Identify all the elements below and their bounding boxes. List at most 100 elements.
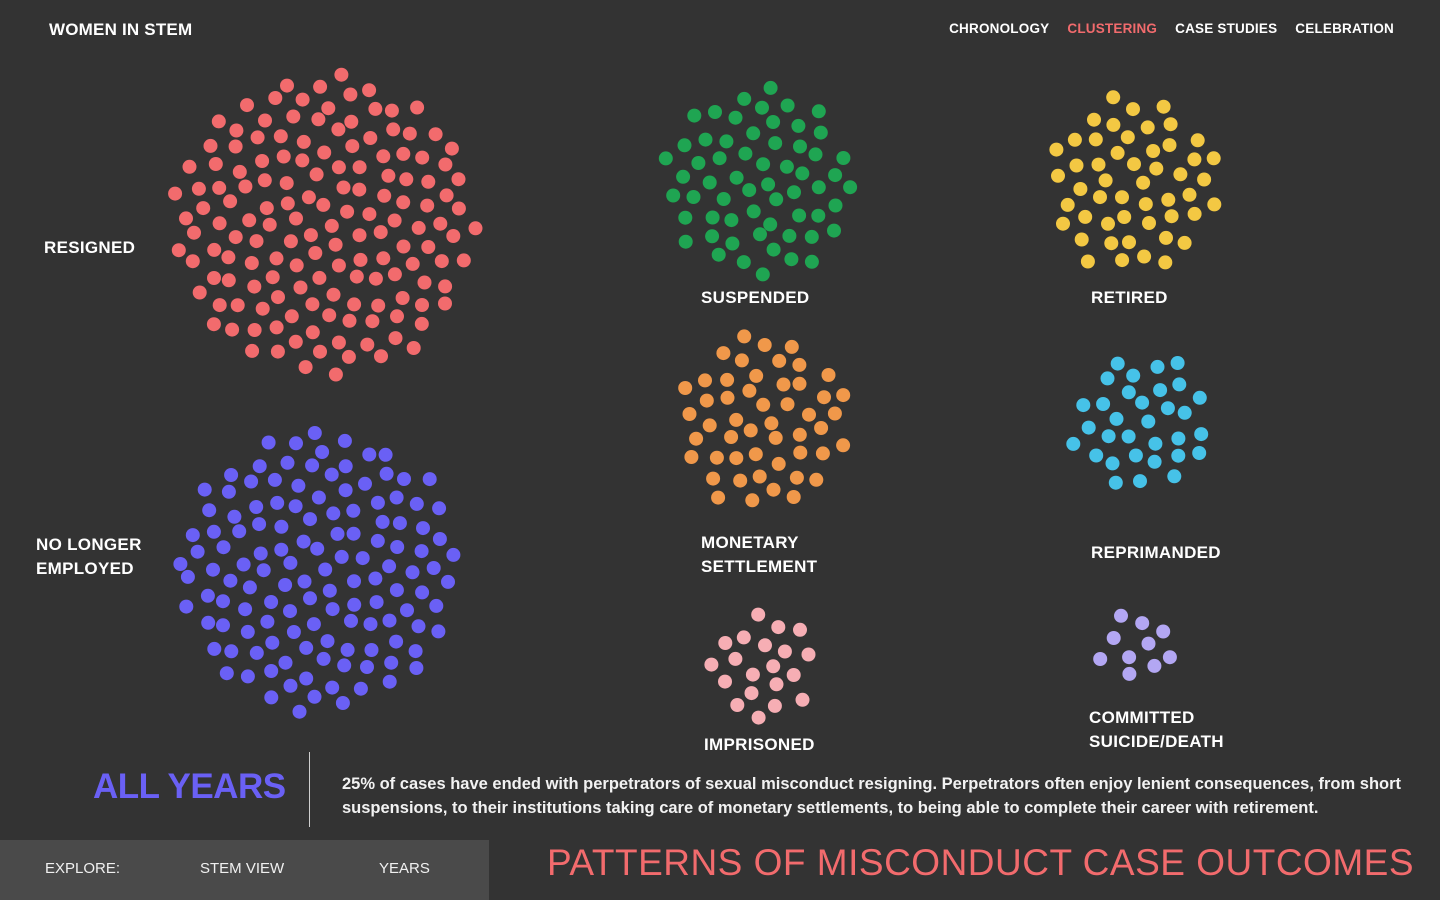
case-dot[interactable] (716, 192, 731, 206)
case-dot[interactable] (718, 636, 733, 650)
case-dot[interactable] (274, 542, 289, 557)
case-dot[interactable] (793, 139, 807, 154)
case-dot[interactable] (766, 242, 781, 257)
case-dot[interactable] (259, 201, 274, 216)
case-dot[interactable] (288, 334, 303, 349)
case-dot[interactable] (804, 229, 819, 244)
case-dot[interactable] (1197, 172, 1212, 187)
case-dot[interactable] (428, 127, 443, 142)
case-dot[interactable] (378, 447, 393, 462)
case-dot[interactable] (763, 217, 778, 232)
case-dot[interactable] (1160, 401, 1175, 416)
case-dot[interactable] (751, 607, 766, 622)
case-dot[interactable] (269, 320, 284, 335)
case-dot[interactable] (274, 519, 289, 534)
case-dot[interactable] (390, 309, 404, 324)
case-dot[interactable] (1101, 216, 1115, 231)
case-dot[interactable] (179, 211, 193, 226)
case-dot[interactable] (677, 138, 692, 153)
stem-view-link[interactable]: STEM VIEW (200, 860, 285, 877)
case-dot[interactable] (211, 114, 226, 129)
case-dot[interactable] (216, 618, 230, 633)
case-dot[interactable] (1115, 190, 1129, 205)
case-dot[interactable] (811, 180, 826, 195)
case-dot[interactable] (678, 381, 693, 395)
case-dot[interactable] (386, 122, 401, 137)
case-dot[interactable] (422, 472, 437, 487)
case-dot[interactable] (817, 390, 831, 405)
case-dot[interactable] (284, 309, 299, 324)
case-dot[interactable] (313, 344, 327, 359)
case-dot[interactable] (360, 660, 374, 674)
case-dot[interactable] (244, 256, 259, 270)
case-dot[interactable] (793, 445, 808, 460)
case-dot[interactable] (331, 258, 346, 273)
case-dot[interactable] (433, 216, 448, 231)
case-dot[interactable] (789, 470, 804, 485)
case-dot[interactable] (421, 240, 436, 254)
case-dot[interactable] (312, 270, 327, 285)
case-dot[interactable] (782, 228, 797, 243)
case-dot[interactable] (468, 221, 483, 236)
case-dot[interactable] (408, 644, 423, 659)
case-dot[interactable] (725, 236, 740, 251)
case-dot[interactable] (811, 208, 826, 223)
case-dot[interactable] (746, 126, 761, 141)
case-dot[interactable] (299, 671, 314, 686)
case-dot[interactable] (1149, 161, 1164, 176)
nav-clustering[interactable]: CLUSTERING (1067, 21, 1158, 36)
case-dot[interactable] (347, 597, 362, 612)
case-dot[interactable] (261, 435, 276, 450)
case-dot[interactable] (1080, 254, 1095, 269)
case-dot[interactable] (384, 655, 399, 670)
case-dot[interactable] (375, 514, 390, 529)
site-brand[interactable]: WOMEN IN STEM (49, 20, 193, 39)
case-dot[interactable] (238, 602, 253, 617)
case-dot[interactable] (1127, 157, 1141, 172)
case-dot[interactable] (728, 110, 743, 125)
case-dot[interactable] (206, 317, 221, 332)
case-dot[interactable] (355, 551, 370, 566)
case-dot[interactable] (228, 230, 243, 245)
case-dot[interactable] (704, 657, 719, 672)
case-dot[interactable] (1115, 253, 1130, 268)
case-dot[interactable] (1104, 236, 1119, 251)
case-dot[interactable] (1093, 652, 1108, 666)
case-dot[interactable] (776, 377, 791, 392)
case-dot[interactable] (338, 483, 353, 498)
case-dot[interactable] (1073, 182, 1088, 196)
case-dot[interactable] (766, 482, 781, 497)
case-dot[interactable] (836, 388, 851, 403)
case-dot[interactable] (420, 198, 435, 213)
case-dot[interactable] (1081, 420, 1096, 435)
case-dot[interactable] (347, 574, 361, 589)
case-dot[interactable] (265, 635, 280, 650)
case-dot[interactable] (777, 644, 792, 659)
case-dot[interactable] (370, 495, 385, 510)
case-dot[interactable] (828, 168, 843, 183)
case-dot[interactable] (187, 225, 201, 240)
case-dot[interactable] (392, 516, 407, 531)
case-dot[interactable] (331, 335, 346, 350)
case-dot[interactable] (795, 692, 810, 707)
case-dot[interactable] (316, 651, 331, 666)
case-dot[interactable] (389, 634, 404, 649)
case-dot[interactable] (1074, 232, 1089, 247)
case-dot[interactable] (666, 188, 681, 203)
case-dot[interactable] (289, 258, 304, 273)
case-dot[interactable] (733, 473, 748, 488)
case-dot[interactable] (728, 651, 743, 666)
case-dot[interactable] (1091, 157, 1106, 172)
case-dot[interactable] (1167, 469, 1182, 484)
case-dot[interactable] (734, 353, 749, 368)
case-dot[interactable] (1192, 446, 1207, 460)
case-dot[interactable] (1147, 658, 1162, 673)
case-dot[interactable] (792, 376, 807, 391)
case-dot[interactable] (811, 104, 826, 119)
case-dot[interactable] (292, 704, 307, 719)
case-dot[interactable] (296, 134, 311, 149)
case-dot[interactable] (743, 423, 758, 438)
case-dot[interactable] (264, 664, 279, 678)
case-dot[interactable] (1106, 90, 1121, 105)
case-dot[interactable] (382, 674, 397, 689)
